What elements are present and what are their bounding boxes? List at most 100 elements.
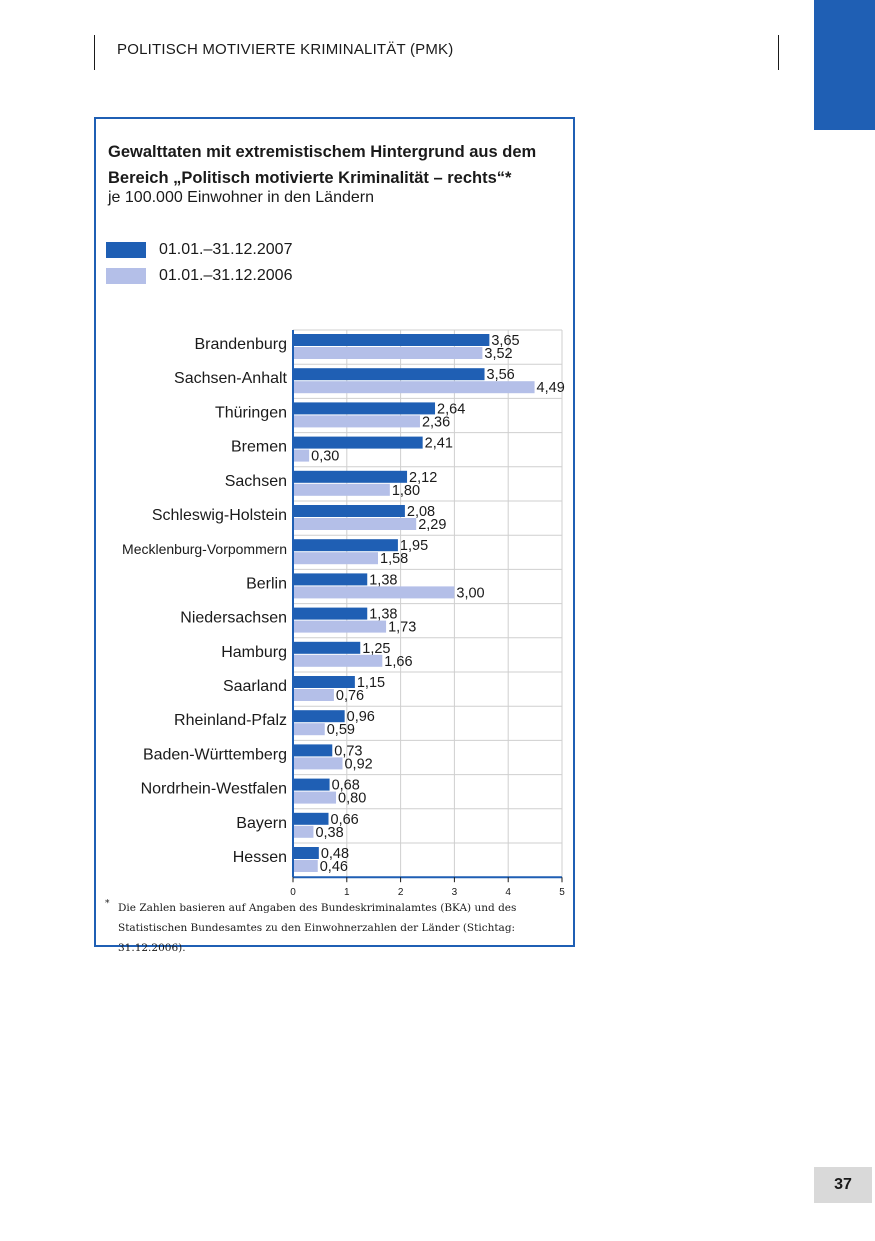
chart-subtitle: je 100.000 Einwohner in den Ländern: [108, 189, 374, 206]
data-label: 1,38: [369, 607, 397, 623]
category-label: Baden-Württemberg: [143, 746, 287, 763]
data-label: 2,08: [407, 504, 435, 520]
category-label: Brandenburg: [194, 336, 287, 353]
data-label: 2,29: [418, 517, 446, 533]
page-number: 37: [814, 1167, 872, 1203]
bar-2007: [293, 368, 485, 381]
bar-2007: [293, 436, 423, 449]
data-label: 0,96: [347, 709, 375, 725]
category-label: Rheinland-Pfalz: [174, 712, 287, 729]
category-label: Nordrhein-Westfalen: [141, 781, 287, 798]
category-label: Mecklenburg-Vorpommern: [122, 541, 287, 557]
bar-2007: [293, 402, 436, 415]
data-label: 2,36: [422, 414, 450, 430]
bar-2007: [293, 676, 355, 688]
data-label: 0,48: [321, 846, 349, 862]
bar-2006: [293, 825, 314, 838]
bar-2006: [293, 449, 310, 462]
bar-2006: [293, 518, 417, 530]
data-label: 1,80: [392, 483, 420, 499]
data-label: 3,65: [491, 333, 519, 349]
category-label: Niedersachsen: [180, 610, 287, 627]
footnote-mark: *: [105, 899, 110, 909]
bar-2007: [293, 744, 333, 757]
bar-2007: [293, 641, 361, 654]
bar-2006: [293, 620, 387, 633]
header-rule-right: [778, 35, 779, 70]
bar-2006: [293, 791, 337, 804]
x-tick-label: 5: [559, 887, 565, 898]
legend-swatch-2006: [106, 268, 146, 284]
category-label: Bayern: [236, 815, 287, 832]
corner-color-tab: [814, 0, 875, 130]
bar-2007: [293, 607, 368, 620]
data-label: 2,64: [437, 401, 465, 417]
x-tick-label: 1: [344, 887, 350, 898]
data-label: 0,80: [338, 791, 366, 807]
data-label: 3,00: [456, 585, 484, 601]
data-label: 1,15: [357, 675, 385, 691]
bar-2006: [293, 654, 383, 667]
bar-2006: [293, 483, 390, 496]
data-label: 1,66: [384, 654, 412, 670]
category-label: Sachsen: [225, 473, 287, 490]
bar-2006: [293, 586, 455, 599]
category-label: Sachsen-Anhalt: [174, 370, 288, 387]
x-tick-label: 3: [452, 887, 458, 898]
category-label: Thüringen: [215, 404, 287, 421]
data-label: 4,49: [537, 380, 565, 396]
bar-2007: [293, 573, 368, 586]
chart-frame: [94, 117, 575, 947]
data-label: 2,41: [425, 436, 453, 452]
chart-footnote: * Die Zahlen basieren auf Angaben des Bu…: [105, 898, 571, 958]
bar-2007: [293, 710, 345, 723]
x-tick-label: 4: [505, 887, 511, 898]
data-label: 0,76: [336, 688, 364, 704]
footnote-text: Die Zahlen basieren auf Angaben des Bund…: [118, 902, 517, 954]
data-label: 1,58: [380, 551, 408, 567]
chart-title: Gewalttaten mit extremistischem Hintergr…: [108, 143, 537, 187]
x-tick-label: 0: [290, 887, 296, 898]
legend-swatch-2007: [106, 242, 146, 258]
data-label: 1,73: [388, 620, 416, 636]
data-label: 0,46: [320, 859, 348, 875]
bar-2006: [293, 347, 483, 359]
bar-2006: [293, 757, 343, 770]
data-label: 0,38: [315, 825, 343, 841]
bar-2007: [293, 847, 319, 859]
legend-label-2007: 01.01.–31.12.2007: [159, 241, 293, 258]
data-label: 0,68: [332, 778, 360, 794]
bar-2007: [293, 812, 329, 825]
bar-2006: [293, 415, 420, 428]
data-label: 0,30: [311, 449, 339, 465]
bar-2007: [293, 539, 398, 552]
data-label: 0,73: [334, 743, 362, 759]
category-label: Hamburg: [221, 644, 287, 661]
category-label: Bremen: [231, 439, 287, 456]
bar-2007: [293, 505, 405, 517]
legend-label-2006: 01.01.–31.12.2006: [159, 267, 293, 284]
data-label: 2,12: [409, 470, 437, 486]
data-label: 1,25: [362, 641, 390, 657]
data-label: 3,52: [484, 346, 512, 362]
x-tick-label: 2: [398, 887, 404, 898]
data-label: 1,95: [400, 538, 428, 554]
bar-2007: [293, 778, 330, 791]
bar-2006: [293, 381, 535, 394]
header-rule-left: [94, 35, 95, 70]
running-header: POLITISCH MOTIVIERTE KRIMINALITÄT (PMK): [117, 41, 454, 58]
bar-2006: [293, 552, 379, 565]
category-label: Hessen: [233, 849, 287, 866]
bar-2007: [293, 470, 408, 483]
data-label: 0,59: [327, 722, 355, 738]
category-label: Saarland: [223, 678, 287, 695]
data-label: 0,66: [331, 812, 359, 828]
data-label: 1,38: [369, 572, 397, 588]
data-label: 3,56: [487, 367, 515, 383]
bar-2006: [293, 689, 334, 701]
bar-2007: [293, 334, 490, 346]
bar-2006: [293, 723, 325, 736]
bar-2006: [293, 860, 318, 872]
data-label: 0,92: [344, 756, 372, 772]
